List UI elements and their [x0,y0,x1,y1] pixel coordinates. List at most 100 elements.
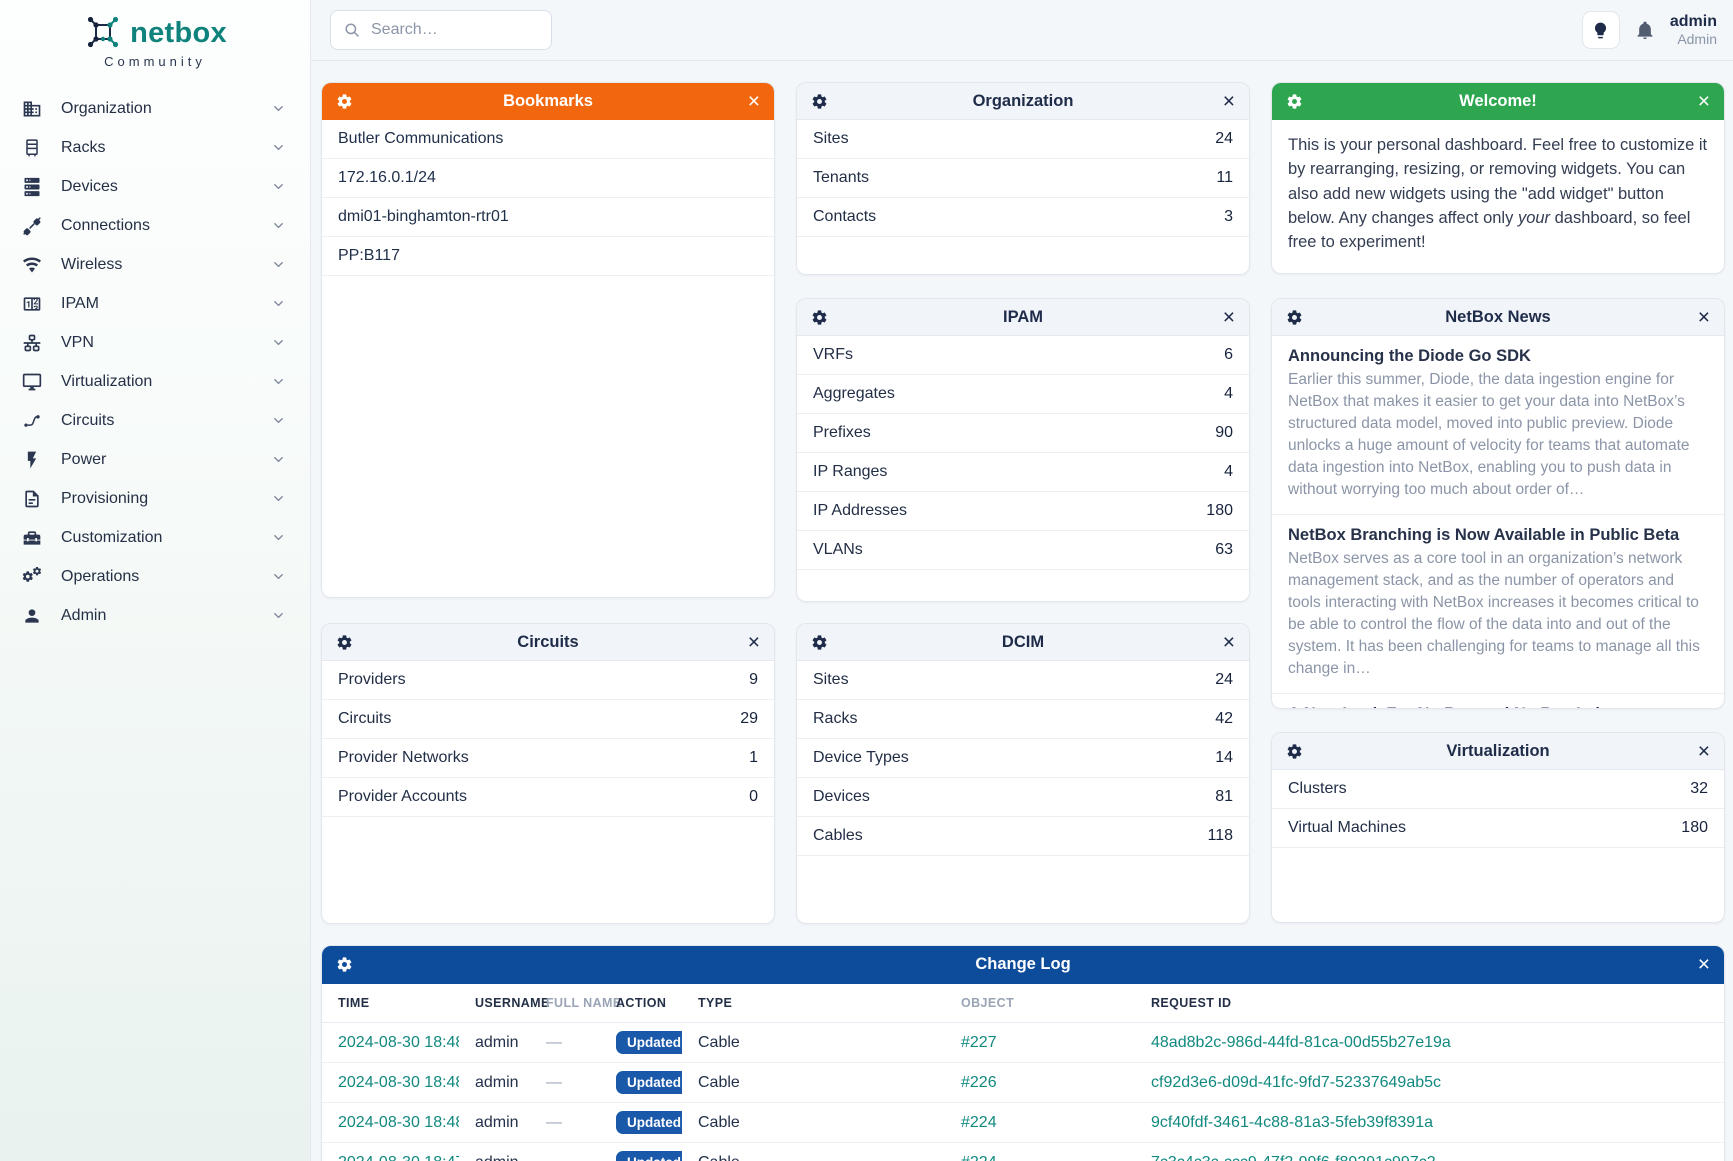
request-id-link[interactable]: 9cf40fdf-3461-4c88-81a3-5feb39f8391a [1151,1113,1433,1131]
cable-connection-icon [22,216,42,236]
sidebar-item-connections[interactable]: Connections [16,206,294,245]
widget-title: Bookmarks [503,91,593,110]
count-row[interactable]: Devices 81 [797,778,1249,817]
sidebar-item-circuits[interactable]: Circuits [16,401,294,440]
count-row[interactable]: Racks 42 [797,700,1249,739]
sidebar-item-customization[interactable]: Customization [16,518,294,557]
sidebar-item-wireless[interactable]: Wireless [16,245,294,284]
bookmark-link[interactable]: 172.16.0.1/24 [322,159,774,198]
theme-toggle-button[interactable] [1581,11,1620,49]
widget-close-icon[interactable]: × [1222,630,1235,654]
change-type: Cable [682,1062,945,1103]
welcome-text: This is your personal dashboard. Feel fr… [1288,136,1708,251]
notifications-bell-icon[interactable] [1635,20,1655,40]
request-id-link[interactable]: cf92d3e6-d09d-41fc-9fd7-52337649ab5c [1151,1073,1442,1091]
object-link[interactable]: #224 [961,1113,997,1131]
bookmark-link[interactable]: Butler Communications [322,120,774,159]
count-row[interactable]: Cables 118 [797,817,1249,856]
widget-config-gear-icon[interactable] [336,956,353,973]
lightbulb-icon [1591,21,1610,40]
count-row[interactable]: Sites 24 [797,661,1249,700]
sidebar-nav: Organization Racks Devices Connections W [0,89,310,635]
change-type: Cable [682,1102,945,1143]
table-row: 2024-08-30 18:47 admin — Updated Cable #… [322,1142,1724,1161]
object-link[interactable]: #226 [961,1073,997,1091]
chevron-down-icon [271,530,286,545]
widget-close-icon[interactable]: × [747,89,760,113]
sidebar-item-power[interactable]: Power [16,440,294,479]
monitor-icon [22,372,42,392]
change-time-link[interactable]: 2024-08-30 18:47 [338,1154,459,1161]
widget-config-gear-icon[interactable] [811,634,828,651]
widget-close-icon[interactable]: × [1222,305,1235,329]
count-row[interactable]: Prefixes 90 [797,414,1249,453]
widget-close-icon[interactable]: × [747,630,760,654]
virtualization-widget: Virtualization × Clusters 32 Virtual Mac… [1271,732,1725,923]
bookmark-link[interactable]: PP:B117 [322,237,774,276]
widget-close-icon[interactable]: × [1697,739,1710,763]
sidebar-item-organization[interactable]: Organization [16,89,294,128]
sidebar-item-operations[interactable]: Operations [16,557,294,596]
widget-close-icon[interactable]: × [1697,953,1710,976]
count-row[interactable]: Device Types 14 [797,739,1249,778]
count-row[interactable]: VLANs 63 [797,531,1249,570]
count-row[interactable]: Sites 24 [797,120,1249,159]
widget-close-icon[interactable]: × [1222,89,1235,113]
count-row[interactable]: VRFs 6 [797,336,1249,375]
object-link[interactable]: #227 [961,1033,997,1051]
sidebar-item-virtualization[interactable]: Virtualization [16,362,294,401]
count-row[interactable]: IP Addresses 180 [797,492,1249,531]
widget-config-gear-icon[interactable] [811,93,828,110]
brand-logo[interactable]: netbox [0,0,310,53]
sidebar-item-vpn[interactable]: VPN [16,323,294,362]
user-icon [22,606,42,626]
bookmark-link[interactable]: dmi01-binghamton-rtr01 [322,198,774,237]
count-row[interactable]: Provider Networks 1 [322,739,774,778]
widget-title: IPAM [1002,307,1044,326]
news-link[interactable]: Announcing the Diode Go SDK [1288,347,1531,365]
change-time-link[interactable]: 2024-08-30 18:48 [338,1113,459,1131]
news-link[interactable]: NetBox Branching is Now Available in Pub… [1288,526,1680,544]
sidebar-item-provisioning[interactable]: Provisioning [16,479,294,518]
chevron-down-icon [271,257,286,272]
widget-config-gear-icon[interactable] [1286,309,1303,326]
widget-config-gear-icon[interactable] [811,309,828,326]
sidebar-item-racks[interactable]: Racks [16,128,294,167]
counter-icon [22,294,42,314]
sidebar-item-ipam[interactable]: IPAM [16,284,294,323]
sidebar-item-admin[interactable]: Admin [16,596,294,635]
widget-config-gear-icon[interactable] [1286,93,1303,110]
widget-config-gear-icon[interactable] [336,634,353,651]
count-row[interactable]: Tenants 11 [797,159,1249,198]
widget-config-gear-icon[interactable] [336,93,353,110]
sidebar-item-devices[interactable]: Devices [16,167,294,206]
count-row[interactable]: Aggregates 4 [797,375,1249,414]
user-menu[interactable]: admin Admin [1670,13,1717,47]
organization-widget: Organization × Sites 24 Tenants 11 Con [796,82,1250,275]
count-row[interactable]: Circuits 29 [322,700,774,739]
request-id-link[interactable]: 7c3c4c3c-ccc9-47f2-99f6-f89291c997c2 [1151,1154,1436,1161]
count-row[interactable]: Virtual Machines 180 [1272,809,1724,848]
request-id-link[interactable]: 48ad8b2c-986d-44fd-81ca-00d55b27e19a [1151,1033,1451,1051]
news-link[interactable]: A New Look For NetBox and NetBox Labs [1288,705,1708,708]
sidebar: netbox Community Organization Racks Devi… [0,0,311,1161]
widget-title: Organization [972,91,1074,110]
count-row[interactable]: IP Ranges 4 [797,453,1249,492]
search-input[interactable] [371,21,539,39]
column-header-action: ACTION [600,984,682,1023]
news-item: A New Look For NetBox and NetBox Labs [1272,694,1724,708]
count-row[interactable]: Providers 9 [322,661,774,700]
count-row[interactable]: Provider Accounts 0 [322,778,774,817]
table-row: 2024-08-30 18:48 admin — Updated Cable #… [322,1062,1724,1103]
widget-config-gear-icon[interactable] [1286,743,1303,760]
topbar-right: admin Admin [1581,11,1717,49]
widget-close-icon[interactable]: × [1697,89,1710,113]
count-row[interactable]: Contacts 3 [797,198,1249,237]
count-row[interactable]: Clusters 32 [1272,770,1724,809]
chevron-down-icon [271,374,286,389]
change-time-link[interactable]: 2024-08-30 18:48 [338,1073,459,1091]
change-time-link[interactable]: 2024-08-30 18:48 [338,1033,459,1051]
object-link[interactable]: #224 [961,1154,997,1161]
user-name: admin [1669,12,1717,30]
widget-close-icon[interactable]: × [1697,305,1710,329]
